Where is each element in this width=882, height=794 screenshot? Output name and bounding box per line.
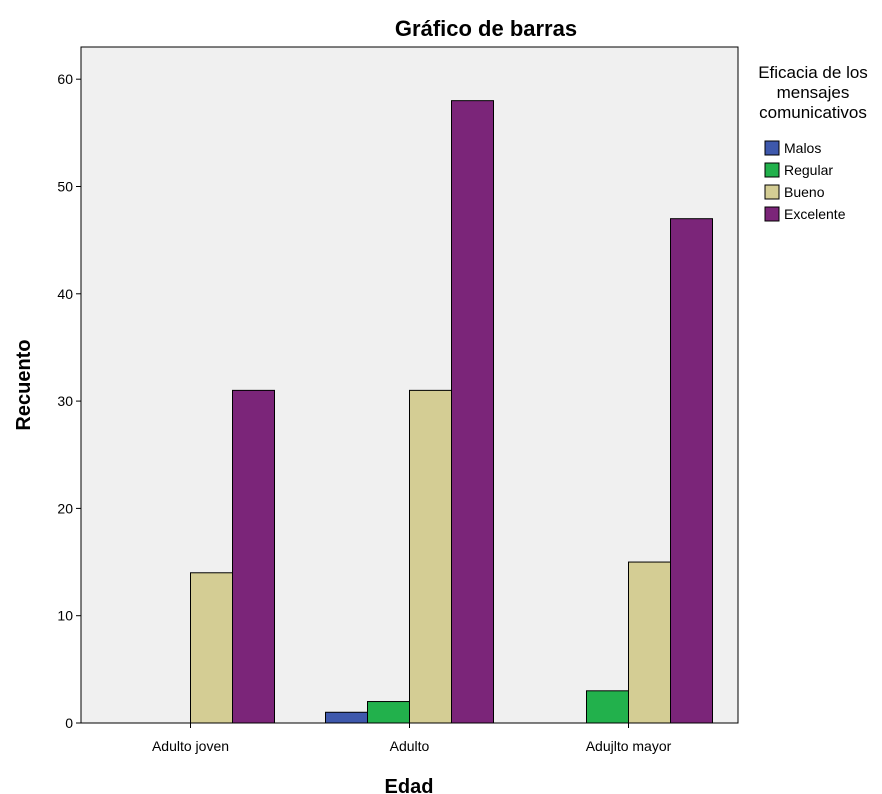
legend-title-line-2: mensajes	[777, 83, 850, 102]
y-tick-label: 50	[57, 178, 73, 194]
y-tick-label: 40	[57, 286, 73, 302]
legend-title-line-1: Eficacia de los	[758, 63, 868, 82]
bars-group	[190, 100, 713, 724]
y-tick-label: 10	[57, 608, 73, 624]
legend-swatch-excelente	[764, 206, 780, 222]
bar-excelente	[451, 100, 494, 724]
legend-title-line-3: comunicativos	[759, 103, 867, 122]
y-axis-label: Recuento	[13, 339, 35, 430]
y-tick-label: 20	[57, 500, 73, 516]
y-axis: 0 10 20 30 40 50 60	[57, 71, 81, 731]
bar-malos	[325, 711, 368, 724]
legend-label: Excelente	[784, 206, 846, 222]
legend-swatch-bueno	[764, 184, 780, 200]
legend-swatch-malos	[764, 140, 780, 156]
bar-bueno	[190, 572, 233, 724]
x-tick-label: Adulto joven	[152, 738, 229, 754]
bar-regular	[367, 701, 410, 724]
x-tick-label: Adulto	[390, 738, 430, 754]
x-axis-label: Edad	[385, 776, 434, 794]
legend-label: Bueno	[784, 184, 825, 200]
chart-title: Gráfico de barras	[395, 16, 577, 41]
y-tick-label: 60	[57, 71, 73, 87]
legend-label: Regular	[784, 162, 833, 178]
legend: Eficacia de los mensajes comunicativos M…	[758, 63, 868, 222]
x-tick-label: Adujlto mayor	[586, 738, 672, 754]
bar-bueno	[628, 561, 671, 724]
y-tick-label: 0	[65, 715, 73, 731]
legend-items: Malos Regular Bueno Excelente	[764, 140, 846, 222]
bar-excelente	[232, 389, 275, 724]
bar-regular	[586, 690, 629, 724]
legend-label: Malos	[784, 140, 821, 156]
x-axis: Adulto joven Adulto Adujlto mayor	[152, 723, 672, 754]
bar-bueno	[409, 389, 452, 724]
bar-excelente	[670, 218, 713, 724]
y-tick-label: 30	[57, 393, 73, 409]
legend-swatch-regular	[764, 162, 780, 178]
